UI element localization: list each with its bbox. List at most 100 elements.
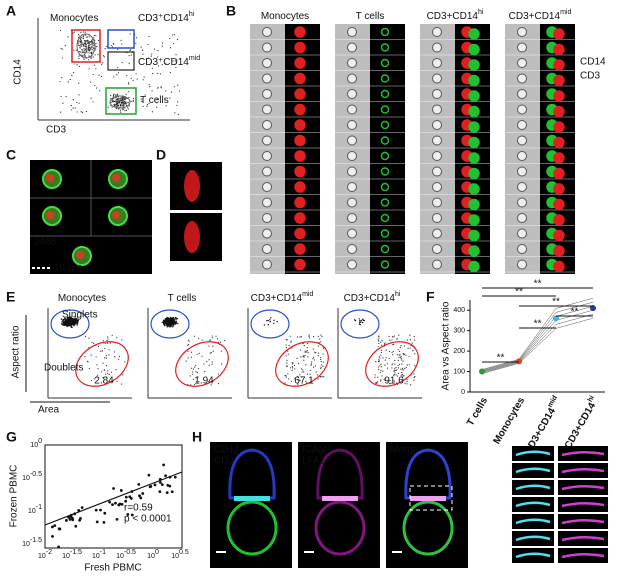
event-dot xyxy=(169,322,172,324)
significance-label: ** xyxy=(534,279,542,290)
event-dot xyxy=(130,77,132,79)
event-dot xyxy=(84,335,87,337)
event-dot xyxy=(115,107,118,110)
event-dot xyxy=(67,325,69,327)
x-tick-label: 10-2 xyxy=(38,549,52,560)
brightfield-cell xyxy=(262,259,272,270)
event-dot xyxy=(414,376,416,378)
brightfield-cell xyxy=(347,120,357,130)
event-dot xyxy=(360,319,363,322)
event-dot xyxy=(83,35,85,37)
event-dot xyxy=(140,58,142,60)
legend-entry: CD14 xyxy=(580,57,606,68)
event-dot xyxy=(197,376,199,378)
event-dot xyxy=(122,101,124,104)
plot-title-sup: mid xyxy=(302,291,313,298)
brightfield-cell xyxy=(262,228,272,239)
image xyxy=(210,442,292,568)
event-dot xyxy=(402,352,404,355)
event-dot xyxy=(380,366,383,368)
event-dot xyxy=(87,40,89,42)
event-dot xyxy=(71,326,73,328)
channel-label: ICAM1 xyxy=(302,445,333,456)
fluorescent-cell xyxy=(553,43,565,56)
event-dot xyxy=(123,97,125,99)
event-dot xyxy=(303,371,305,373)
event-dot xyxy=(317,355,319,357)
event-dot xyxy=(82,36,84,38)
event-dot xyxy=(79,51,82,53)
event-dot xyxy=(177,322,179,325)
event-dot xyxy=(409,334,411,336)
data-dot xyxy=(115,517,119,521)
event-dot xyxy=(305,380,307,383)
event-dot xyxy=(85,46,87,48)
event-dot xyxy=(397,359,399,361)
event-dot xyxy=(119,105,121,107)
brightfield-cell xyxy=(432,58,442,68)
event-dot xyxy=(146,105,148,107)
event-dot xyxy=(128,55,130,57)
event-dot xyxy=(85,42,87,44)
fluorescent-cell xyxy=(468,59,480,71)
significance-label: ** xyxy=(497,353,505,364)
event-dot xyxy=(290,340,292,342)
event-dot xyxy=(120,39,122,41)
event-dot xyxy=(117,101,119,104)
cell-overlap xyxy=(76,251,84,259)
event-dot xyxy=(83,42,85,44)
data-dot xyxy=(149,485,153,488)
y-axis-label: CD14 xyxy=(13,59,24,85)
event-dot xyxy=(397,367,399,369)
event-dot xyxy=(358,323,361,325)
data-dot xyxy=(80,506,84,510)
event-dot xyxy=(393,374,396,376)
x-tick-label: 100 xyxy=(147,549,159,560)
y-tick-label-text: 10 xyxy=(28,508,36,515)
event-dot xyxy=(190,384,192,386)
group-point xyxy=(590,305,596,312)
event-dot xyxy=(85,40,87,42)
event-dot xyxy=(59,29,62,32)
event-dot xyxy=(362,318,364,321)
zoom-icam1 xyxy=(512,531,554,546)
event-dot xyxy=(299,349,302,351)
event-dot xyxy=(136,78,138,80)
event-dot xyxy=(414,353,416,355)
event-dot xyxy=(306,350,308,352)
brightfield-cell xyxy=(432,197,442,208)
fluorescent-cell xyxy=(468,260,480,273)
fluorescent-cell xyxy=(553,90,565,102)
fluorescent-cell xyxy=(553,260,565,273)
data-dot xyxy=(111,503,114,507)
event-dot xyxy=(71,320,73,323)
event-dot xyxy=(303,359,305,361)
event-dot xyxy=(81,55,84,57)
event-dot xyxy=(286,339,288,341)
event-dot xyxy=(78,40,80,42)
event-dot xyxy=(73,31,75,33)
stat: p < 0.0001 xyxy=(124,514,172,525)
x-tick-label-sup: -1 xyxy=(100,549,106,556)
event-dot xyxy=(60,95,62,98)
zoom-signal xyxy=(561,519,605,525)
event-dot xyxy=(80,41,82,44)
event-dot xyxy=(64,45,66,47)
event-dot xyxy=(209,339,211,341)
event-dot xyxy=(291,347,293,349)
event-dot xyxy=(101,63,103,66)
event-dot xyxy=(394,359,396,362)
event-dot xyxy=(380,341,382,343)
event-dot xyxy=(151,111,154,113)
event-dot xyxy=(218,383,220,385)
event-dot xyxy=(304,354,306,357)
zoom-signal xyxy=(515,518,551,525)
data-dot xyxy=(118,502,122,506)
event-dot xyxy=(95,68,97,70)
event-dot xyxy=(395,366,397,369)
event-dot xyxy=(108,354,110,356)
zoom-signal xyxy=(515,467,551,474)
event-dot xyxy=(291,362,293,364)
zoom-icam1 xyxy=(512,514,554,529)
